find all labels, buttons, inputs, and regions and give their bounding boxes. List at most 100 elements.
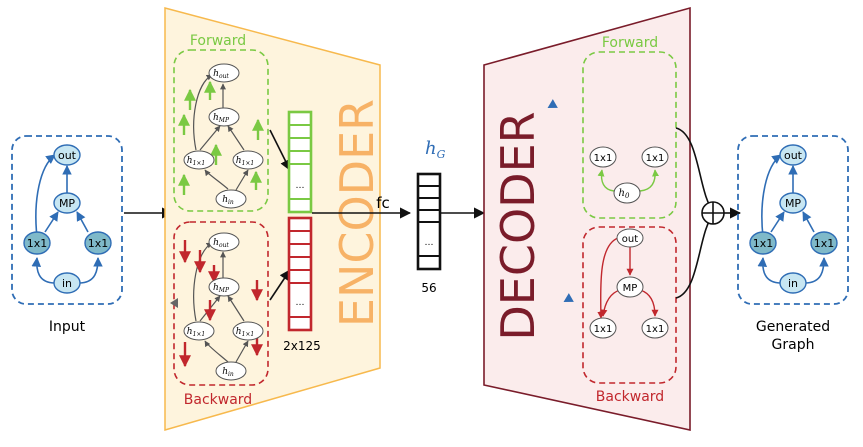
enc-bwd-node-in [215, 361, 247, 381]
encoder: ENCODER Forward hout hMP h1×1 h1×1 hin B… [164, 7, 384, 431]
enc-bwd-node-left-label: h1×1 [187, 327, 205, 338]
dec-fwd-node-right [641, 146, 669, 168]
enc-fwd-node-right [232, 150, 264, 170]
decoder-forward-box [582, 51, 677, 219]
enc-fwd-node-in-label: hin [222, 195, 234, 206]
decoder-backward-label: Backward [596, 389, 664, 405]
latent-size-label: 56 [421, 281, 436, 295]
encoder-forward-box [173, 49, 269, 212]
enc-bwd-edge-in-left [204, 340, 229, 363]
input-edge-left-out [35, 154, 56, 238]
dec-fwd-node-right-label: 1x1 [646, 153, 665, 164]
dec-bwd-node-right [641, 317, 669, 339]
input-node-left [23, 231, 51, 255]
gen-edge-right-mp [802, 211, 815, 233]
enc-fwd-edge-right-mp [227, 125, 245, 151]
decoder-triangle-marker [547, 99, 558, 109]
dec-fwd-edge-seed-left [597, 169, 615, 192]
input-edge-right-mp [76, 211, 89, 233]
enc-bwd-edge-right-mp [227, 295, 245, 322]
enc-bwd-node-mp-label: hMP [213, 283, 230, 294]
generated-graph-box [737, 135, 849, 305]
generated-caption-line2: Graph [772, 337, 815, 353]
gen-node-mp-label: MP [785, 197, 801, 210]
enc-fwd-node-right-label: h1×1 [236, 156, 254, 167]
dec-fwd-node-left [589, 146, 617, 168]
enc-bwd-node-mp [208, 277, 240, 297]
dec-fwd-node-seed-label: h0 [619, 188, 630, 200]
dec-bwd-node-mp [616, 276, 644, 298]
enc-fwd-node-mp-label: hMP [213, 113, 230, 124]
enc-bwd-node-out [208, 232, 240, 252]
dec-fwd-node-left-label: 1x1 [594, 153, 613, 164]
gen-edge-in-left [757, 257, 782, 284]
enc-bwd-node-right-label: h1×1 [236, 327, 254, 338]
enc-fwd-edge-in-left [204, 169, 229, 190]
gen-node-out [779, 144, 807, 166]
input-node-in-label: in [62, 277, 72, 290]
enc-fwd-node-out-label: hout [213, 69, 229, 80]
input-edge-in-left [31, 257, 56, 284]
gen-edge-left-out [761, 154, 782, 238]
enc-bwd-node-in-label: hin [222, 367, 234, 378]
input-node-out-label: out [58, 149, 77, 162]
forward-vector-ellipsis: … [296, 181, 305, 191]
enc-fwd-node-mp [208, 107, 240, 127]
decoder-trapezoid [483, 6, 691, 431]
input-node-mp [53, 192, 81, 214]
input-node-mp-label: MP [59, 197, 75, 210]
arrow-forward-to-stack [269, 129, 291, 172]
latent-vector: hG … 56 [416, 138, 446, 295]
enc-fwd-node-out [208, 63, 240, 83]
generated-graph: out MP 1x1 1x1 in Generated Graph [737, 135, 849, 353]
enc-bwd-edge-left-out [193, 242, 213, 322]
fc-label: fc [376, 194, 390, 212]
input-node-left-label: 1x1 [27, 237, 48, 250]
enc-fwd-edge-left-out [193, 74, 213, 151]
decoder-forward-label: Forward [602, 35, 658, 51]
enc-fwd-node-left-label: h1×1 [187, 156, 205, 167]
dec-bwd-node-out [616, 228, 644, 248]
input-edge-in-right [78, 257, 103, 284]
gen-edge-left-mp [770, 211, 785, 233]
dec-fwd-edge-seed-right [639, 169, 660, 192]
backward-vector-ellipsis: … [296, 298, 305, 308]
encoder-backward-label: Backward [184, 392, 252, 408]
dec-bwd-node-left [589, 317, 617, 339]
decoder-triangle-marker [563, 293, 574, 302]
enc-bwd-node-left [183, 321, 215, 341]
gen-node-left-label: 1x1 [753, 237, 774, 250]
dec-bwd-node-mp-label: MP [623, 283, 638, 294]
dec-bwd-node-out-label: out [622, 234, 638, 245]
latent-ellipsis: … [425, 238, 434, 248]
combine-symbol [701, 201, 725, 225]
decoder: DECODER Forward 1x1 1x1 h0 Backward out … [483, 6, 691, 431]
enc-fwd-edge-left-mp [199, 125, 221, 151]
forward-embedding-vector [287, 110, 313, 214]
dec-bwd-node-right-label: 1x1 [646, 324, 665, 335]
decoder-title: DECODER [491, 111, 545, 340]
dec-fwd-node-seed [613, 182, 641, 204]
input-graph-box [11, 135, 123, 305]
input-caption: Input [49, 319, 86, 335]
gen-node-in [779, 272, 807, 294]
gen-node-out-label: out [784, 149, 803, 162]
gen-node-left [749, 231, 777, 255]
enc-fwd-edge-in-right [235, 169, 249, 191]
input-node-out [53, 144, 81, 166]
enc-fwd-node-in [215, 189, 247, 209]
gen-node-mp [779, 192, 807, 214]
gen-node-right-label: 1x1 [814, 237, 835, 250]
arrow-backward-to-stack [269, 269, 291, 301]
input-node-right [84, 231, 112, 255]
backward-embedding-vector [287, 216, 313, 332]
dec-bwd-node-left-label: 1x1 [594, 324, 613, 335]
generated-caption-line1: Generated [756, 319, 830, 335]
gen-node-right [810, 231, 838, 255]
encoder-forward-label: Forward [190, 33, 246, 49]
dec-bwd-edge-out-left [597, 237, 619, 319]
input-edge-left-mp [44, 211, 59, 233]
enc-bwd-edge-in-right [235, 340, 249, 363]
